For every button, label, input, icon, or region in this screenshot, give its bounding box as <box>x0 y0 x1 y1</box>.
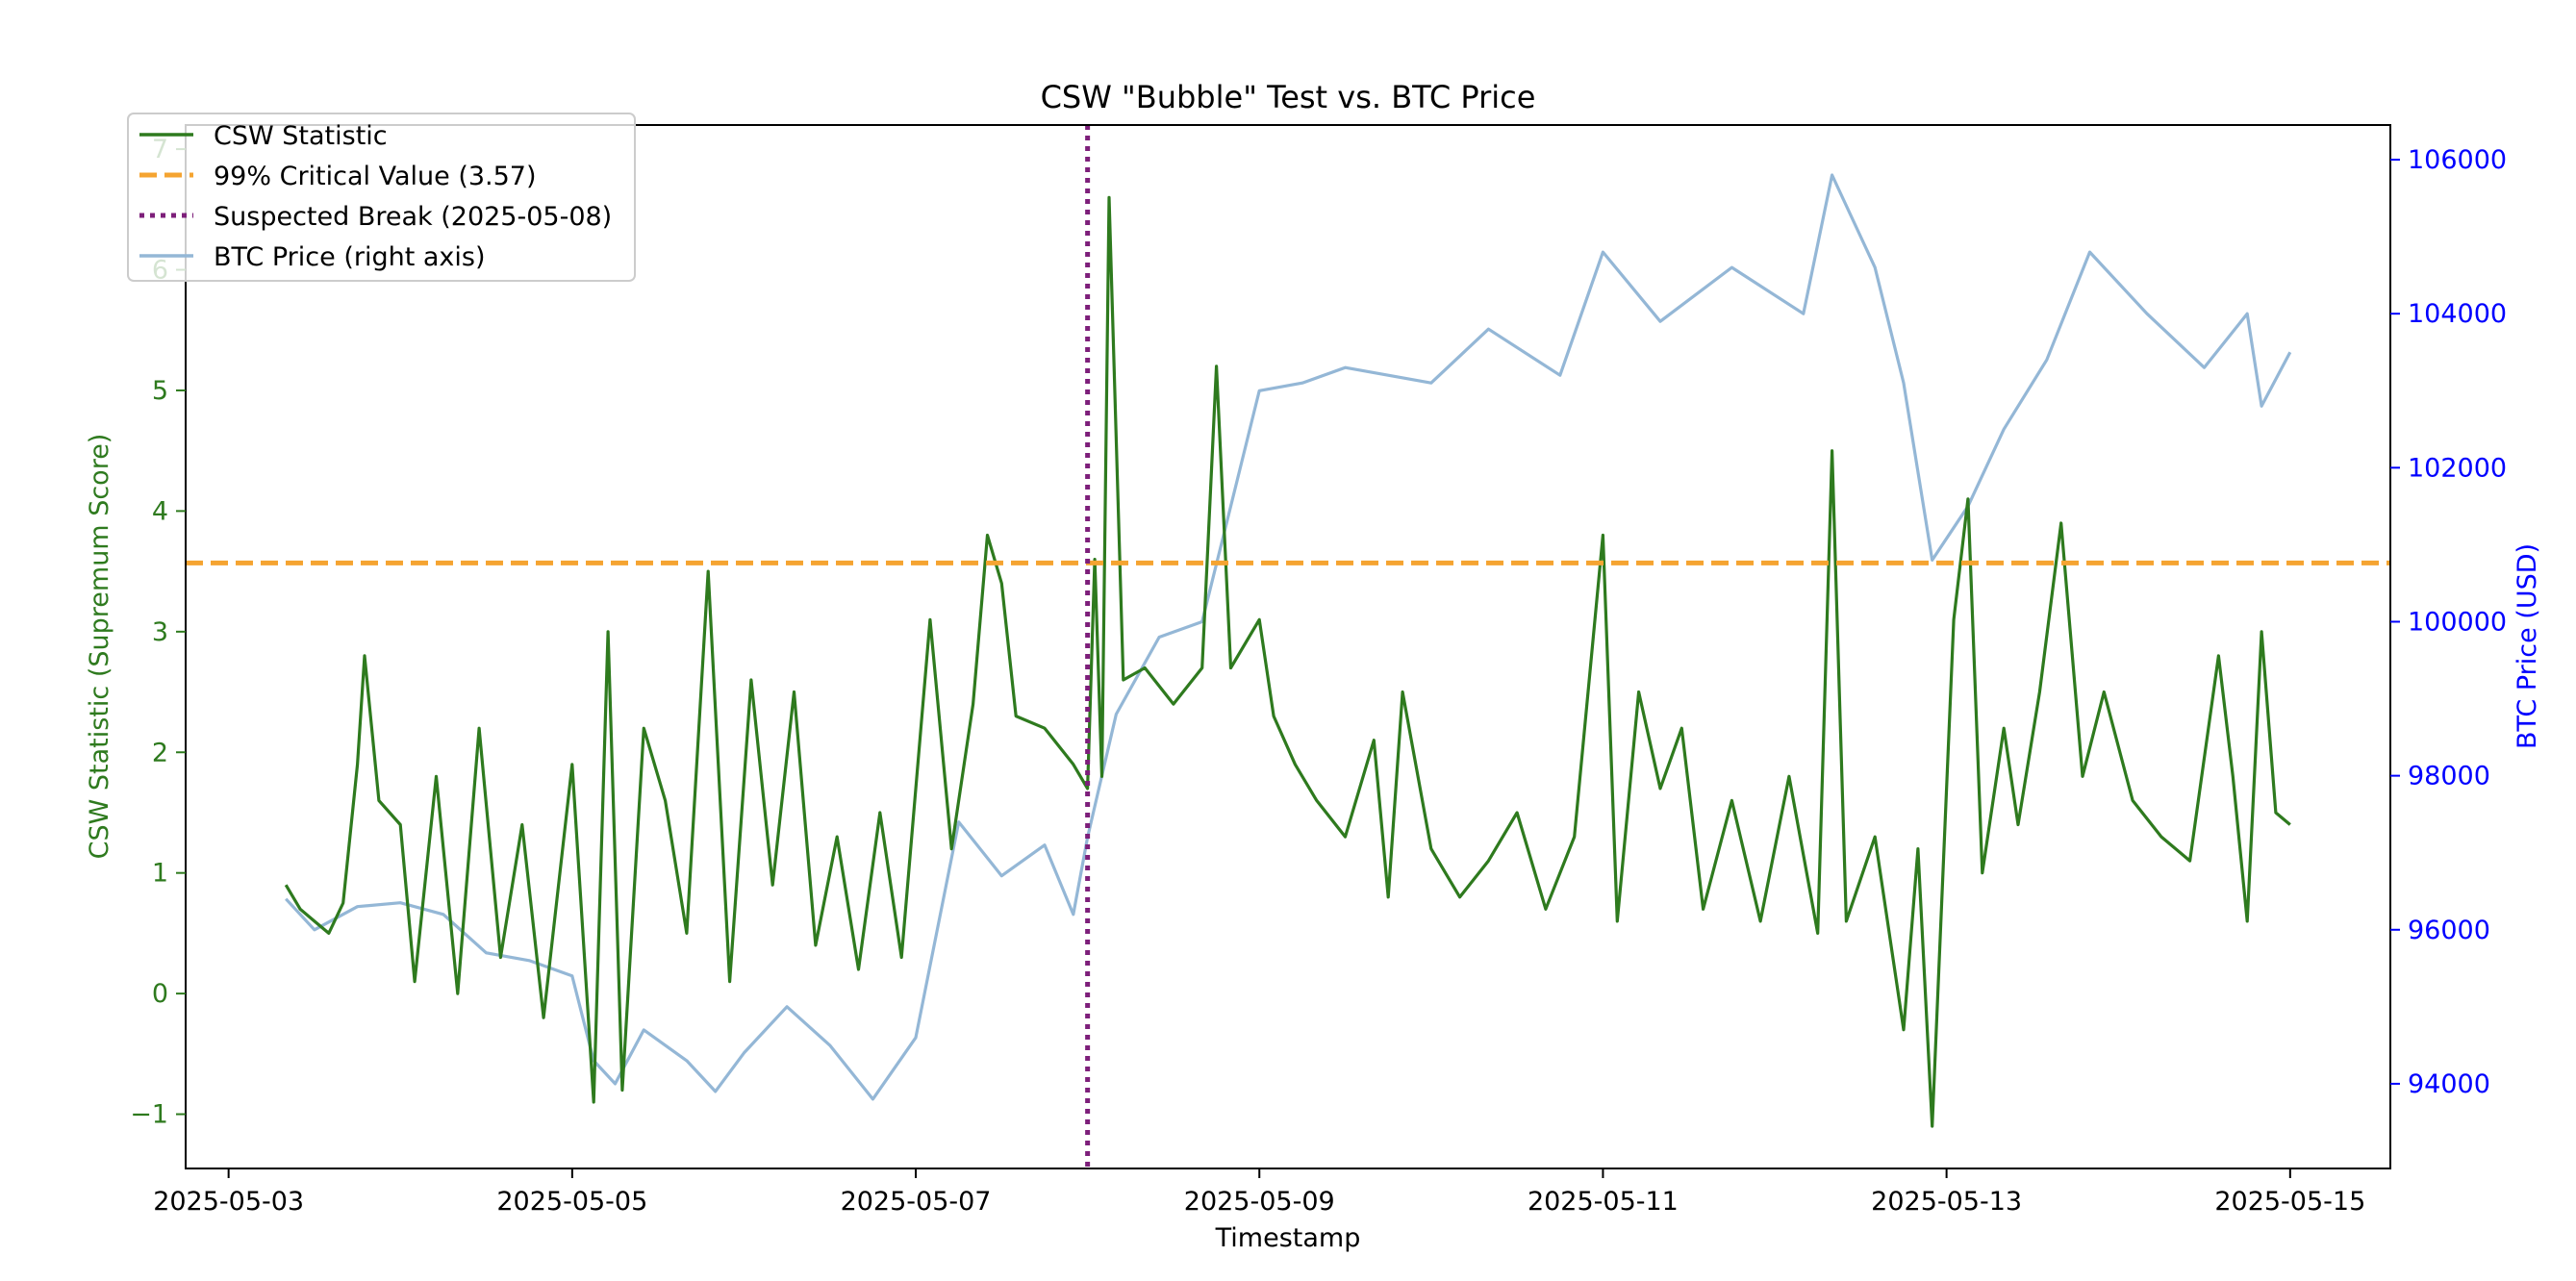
x-tick-label: 2025-05-03 <box>153 1187 304 1217</box>
legend-label-csw: CSW Statistic <box>214 121 388 151</box>
y-right-tick-label: 106000 <box>2408 145 2507 175</box>
x-axis-label: Timestamp <box>1215 1223 1361 1253</box>
btc-price-line <box>285 173 2292 1101</box>
y-right-tick-label: 104000 <box>2408 299 2507 329</box>
legend-label-critical: 99% Critical Value (3.57) <box>214 162 537 191</box>
y-right-tick-label: 102000 <box>2408 453 2507 483</box>
x-tick-label: 2025-05-11 <box>1528 1187 1679 1217</box>
y-right-tick-label: 100000 <box>2408 607 2507 637</box>
y-left-tick-label: −1 <box>130 1100 168 1130</box>
y-axis-left-label: CSW Statistic (Supremum Score) <box>85 434 114 860</box>
chart-title: CSW "Bubble" Test vs. BTC Price <box>1041 79 1536 115</box>
legend: CSW Statistic 99% Critical Value (3.57) … <box>127 113 636 282</box>
plot-frame <box>185 124 2391 1169</box>
csw-statistic-line <box>284 195 2291 1128</box>
y-left-tick-label: 0 <box>152 979 168 1009</box>
legend-label-btc: BTC Price (right axis) <box>214 242 486 272</box>
x-tick-label: 2025-05-05 <box>496 1187 647 1217</box>
x-tick-label: 2025-05-15 <box>2214 1187 2365 1217</box>
legend-box <box>127 113 636 282</box>
legend-label-break: Suspected Break (2025-05-08) <box>214 202 612 232</box>
y-right-tick-label: 98000 <box>2408 762 2490 791</box>
y-right-tick-label: 94000 <box>2408 1069 2490 1099</box>
y-left-tick-label: 2 <box>152 738 168 767</box>
x-tick-label: 2025-05-13 <box>1871 1187 2022 1217</box>
y-left-tick-label: 4 <box>152 496 168 526</box>
x-tick-label: 2025-05-07 <box>841 1187 992 1217</box>
x-tick-label: 2025-05-09 <box>1184 1187 1335 1217</box>
y-right-tick-label: 96000 <box>2408 916 2490 945</box>
plot-area <box>186 125 2390 1168</box>
y-axis-right-label: BTC Price (USD) <box>2513 543 2542 749</box>
y-left-tick-label: 5 <box>152 376 168 406</box>
y-left-tick-label: 1 <box>152 859 168 889</box>
y-left-tick-label: 3 <box>152 617 168 647</box>
